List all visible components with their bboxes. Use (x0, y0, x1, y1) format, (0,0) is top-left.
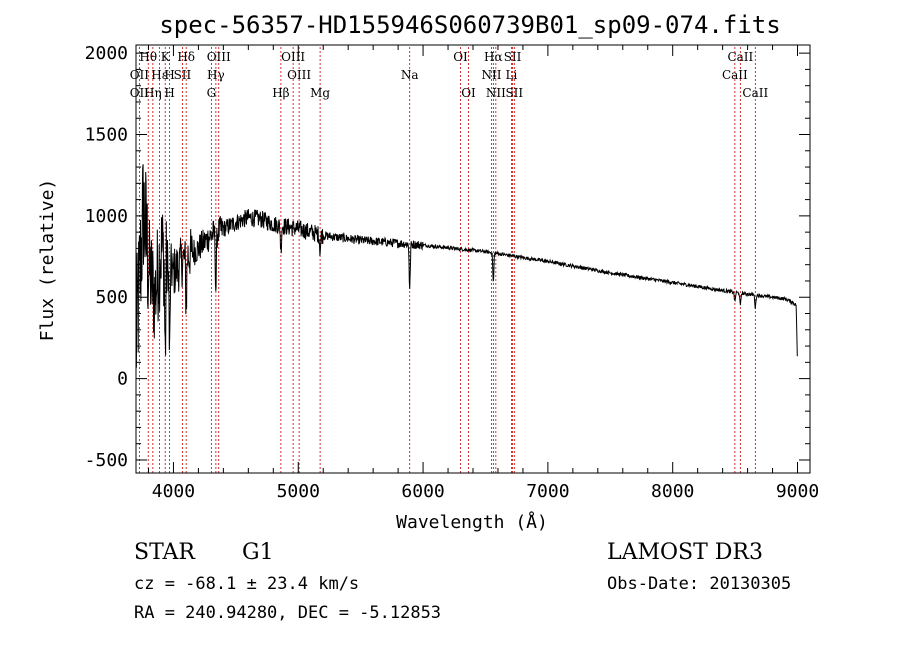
spectral-line-label: H (164, 86, 174, 100)
spectral-line-label: Hθ (139, 50, 157, 64)
spectral-line-label: SII (505, 86, 523, 100)
spectral-line-label: Hε (151, 68, 168, 82)
spectral-line-label: SII (504, 50, 522, 64)
spectral-line-label: OII (130, 68, 150, 82)
spectral-line-label: NII (486, 86, 506, 100)
spectral-line-label: Hη (144, 86, 162, 100)
survey-name: LAMOST DR3 (607, 540, 763, 565)
spectral-line-label: Na (401, 68, 419, 82)
y-tick-label: 0 (117, 369, 128, 390)
spectral-line-label: SII (174, 68, 192, 82)
spectral-line-markers (138, 47, 756, 473)
spectral-line-label: Hβ (272, 86, 289, 100)
spectral-line-label: OIII (207, 50, 231, 64)
spectral-line-label: OII (130, 86, 150, 100)
spectrum-line (135, 164, 798, 368)
x-tick-label: 8000 (651, 481, 694, 502)
redshift-velocity: cz = -68.1 ± 23.4 km/s (134, 574, 360, 594)
spectral-line-label: OI (461, 86, 476, 100)
x-tick-label: 6000 (401, 481, 444, 502)
spectral-line-label: CaII (727, 50, 753, 64)
coordinates: RA = 240.94280, DEC = -5.12853 (134, 603, 442, 623)
x-tick-label: 4000 (152, 481, 195, 502)
spectral-line-label: Li (506, 68, 518, 82)
x-tick-label: 7000 (526, 481, 569, 502)
x-tick-label: 5000 (277, 481, 320, 502)
y-tick-label: -500 (85, 450, 128, 471)
y-tick-label: 500 (95, 287, 128, 308)
spectral-line-label: Hδ (177, 50, 195, 64)
spectral-line-label: Mg (310, 86, 330, 100)
y-tick-label: 1500 (85, 125, 128, 146)
object-class: STAR (134, 540, 195, 565)
spectrum-chart: spec-56357-HD155946S060739B01_sp09-074.f… (37, 11, 820, 533)
observation-date: Obs-Date: 20130305 (607, 574, 792, 594)
spectral-line-label: Hγ (207, 68, 225, 82)
spectral-line-label: OI (453, 50, 468, 64)
spectral-line-label: K (161, 50, 171, 64)
object-subclass: G1 (242, 540, 274, 565)
y-axis-label: Flux (relative) (37, 179, 58, 342)
spectral-line-label: OIII (287, 68, 311, 82)
y-tick-label: 2000 (85, 43, 128, 64)
x-axis-label: Wavelength (Å) (396, 511, 548, 533)
spectral-line-label: H (164, 68, 174, 82)
spectral-line-label: G (207, 86, 217, 100)
spectral-line-label: NII (481, 68, 501, 82)
axis-ticks: 4000 5000 6000 7000 8000 9000 -500 0 500 1000 1500… (85, 43, 820, 502)
spectral-line-label: Hα (484, 50, 503, 64)
spectral-line-label: CaII (742, 86, 768, 100)
y-tick-label: 1000 (85, 206, 128, 227)
plot-frame (135, 44, 811, 474)
spectral-line-label: OIII (281, 50, 305, 64)
x-tick-label: 9000 (776, 481, 819, 502)
chart-title: spec-56357-HD155946S060739B01_sp09-074.f… (159, 11, 780, 39)
spectral-line-label: CaII (722, 68, 748, 82)
